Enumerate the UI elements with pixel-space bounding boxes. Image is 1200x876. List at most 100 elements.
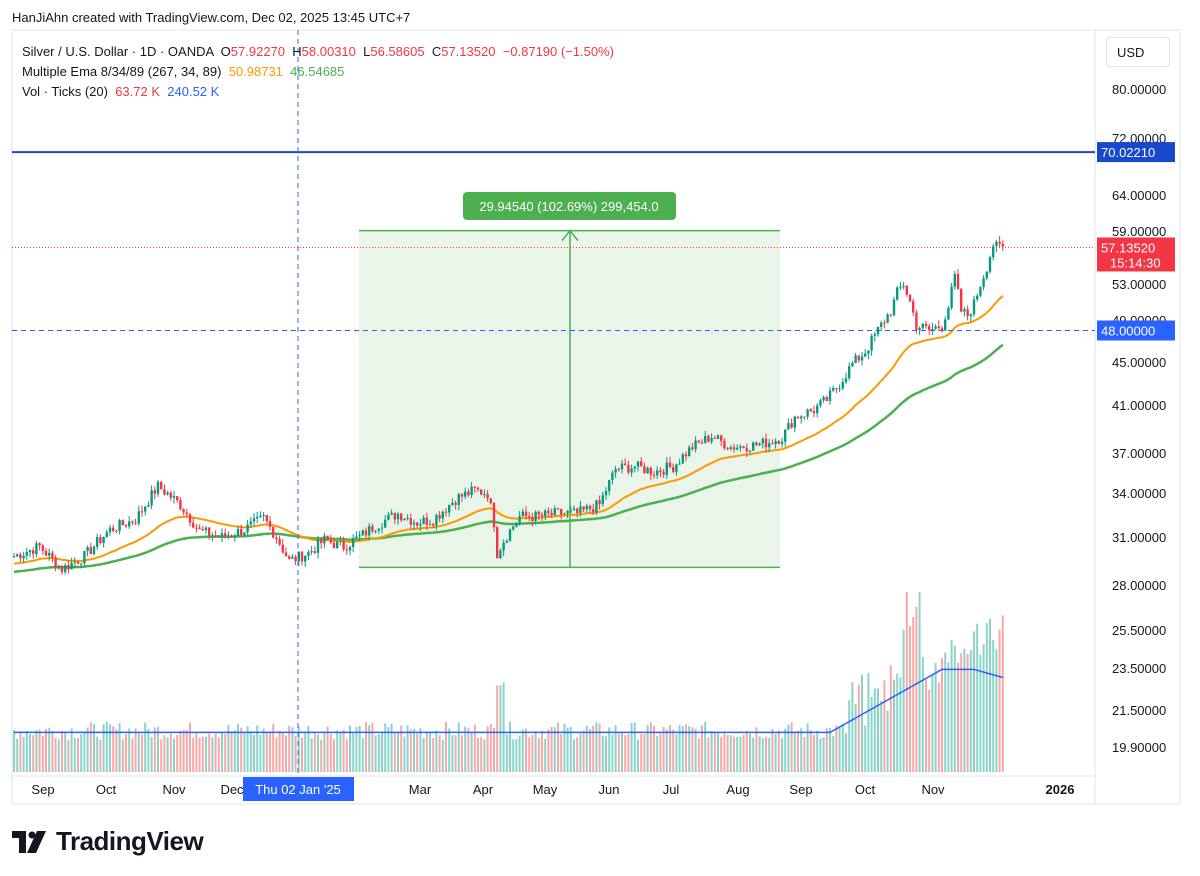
candle-body <box>144 506 147 512</box>
candle-body <box>19 554 22 559</box>
candle-body <box>595 500 598 513</box>
volume-bar <box>105 721 108 772</box>
x-tick-label: Sep <box>789 782 812 797</box>
candle-body <box>371 526 374 532</box>
candle-body <box>108 527 112 533</box>
volume-bar <box>880 700 883 772</box>
legend-volume-row[interactable]: Vol · Ticks (20) 63.72 K 240.52 K <box>22 82 614 102</box>
chart-legend: Silver / U.S. Dollar · 1D · OANDA O57.92… <box>22 42 614 102</box>
volume-bar <box>57 739 60 772</box>
candle-body <box>620 463 624 470</box>
volume-bar <box>720 736 723 772</box>
candle-body <box>204 527 208 531</box>
candle-body <box>419 524 422 526</box>
candle-body <box>483 494 486 496</box>
volume-bar <box>643 733 646 772</box>
currency-button[interactable]: USD <box>1106 37 1170 67</box>
volume-bar <box>614 725 617 772</box>
volume-bar <box>99 739 102 772</box>
countdown-label: 15:14:30 <box>1110 255 1161 270</box>
volume-bar <box>173 738 175 772</box>
volume-bar <box>835 725 838 772</box>
candle-body <box>608 479 611 492</box>
candle-body <box>630 468 633 473</box>
candle-body <box>886 314 889 323</box>
volume-bar <box>77 738 79 772</box>
candle-body <box>633 466 636 469</box>
x-tick-label: Nov <box>162 782 186 797</box>
volume-bar <box>313 732 316 772</box>
legend-symbol-row[interactable]: Silver / U.S. Dollar · 1D · OANDA O57.92… <box>22 42 614 62</box>
volume-bar <box>726 735 729 772</box>
volume-bar <box>765 736 767 772</box>
volume-bar <box>329 733 332 772</box>
volume-bar <box>816 730 819 772</box>
volume-bar <box>70 728 73 772</box>
candle-body <box>140 511 144 513</box>
candle-body <box>617 468 620 470</box>
volume-bar <box>486 726 489 772</box>
volume-bar <box>953 645 956 772</box>
volume-bar <box>701 725 703 772</box>
x-tick-label: 2026 <box>1046 782 1075 797</box>
volume-bar <box>38 729 41 772</box>
candle-body <box>192 522 195 528</box>
candle-body <box>272 526 275 538</box>
candle-body <box>412 522 416 525</box>
volume-bar <box>768 737 771 772</box>
volume-bar <box>25 730 28 772</box>
volume-bar <box>109 724 111 772</box>
candle-body <box>790 423 793 428</box>
volume-bar <box>534 731 537 772</box>
volume-bar <box>819 738 822 772</box>
candle-body <box>275 537 278 540</box>
volume-bar <box>947 662 950 772</box>
candle-body <box>217 535 220 537</box>
volume-bar <box>557 722 559 772</box>
candle-body <box>774 441 777 445</box>
candle-body <box>201 529 204 531</box>
volume-bar <box>886 710 889 772</box>
volume-bar <box>589 729 591 772</box>
volume-bar <box>707 737 710 772</box>
volume-bar <box>208 733 211 772</box>
x-tick-label: Oct <box>96 782 117 797</box>
candle-body <box>732 447 736 450</box>
volume-bar <box>979 654 982 772</box>
candle-body <box>640 461 643 467</box>
candle-body <box>512 526 515 530</box>
candle-body <box>921 323 924 328</box>
x-tick-label: Jul <box>663 782 680 797</box>
candle-body <box>764 438 768 448</box>
candle-body <box>534 511 537 521</box>
volume-bar <box>349 725 351 772</box>
volume-bar <box>896 673 899 772</box>
candle-body <box>323 535 326 544</box>
legend-ema-row[interactable]: Multiple Ema 8/34/89 (267, 34, 89) 50.98… <box>22 62 614 82</box>
candle-body <box>470 486 473 496</box>
candle-body <box>406 518 409 520</box>
ema-slow-line <box>13 343 1004 574</box>
volume-bar <box>89 722 92 772</box>
volume-bar <box>717 732 719 772</box>
volume-bar <box>790 722 793 772</box>
candle-body <box>768 443 771 448</box>
volume-bar <box>454 735 457 772</box>
candle-body <box>188 514 192 523</box>
volume-bar <box>761 738 764 772</box>
candle-body <box>508 529 512 541</box>
candle-body <box>870 335 873 351</box>
candle-body <box>211 535 214 537</box>
candle-body <box>857 355 860 361</box>
volume-bar <box>525 728 527 772</box>
volume-bar <box>157 726 159 772</box>
volume-bar <box>777 730 780 772</box>
candle-body <box>179 500 182 510</box>
volume-bar <box>358 725 361 772</box>
candle-body <box>310 551 313 553</box>
volume-bar <box>528 737 531 772</box>
volume-bar <box>665 729 668 772</box>
volume-bar <box>416 733 419 772</box>
candle-body <box>300 551 304 562</box>
